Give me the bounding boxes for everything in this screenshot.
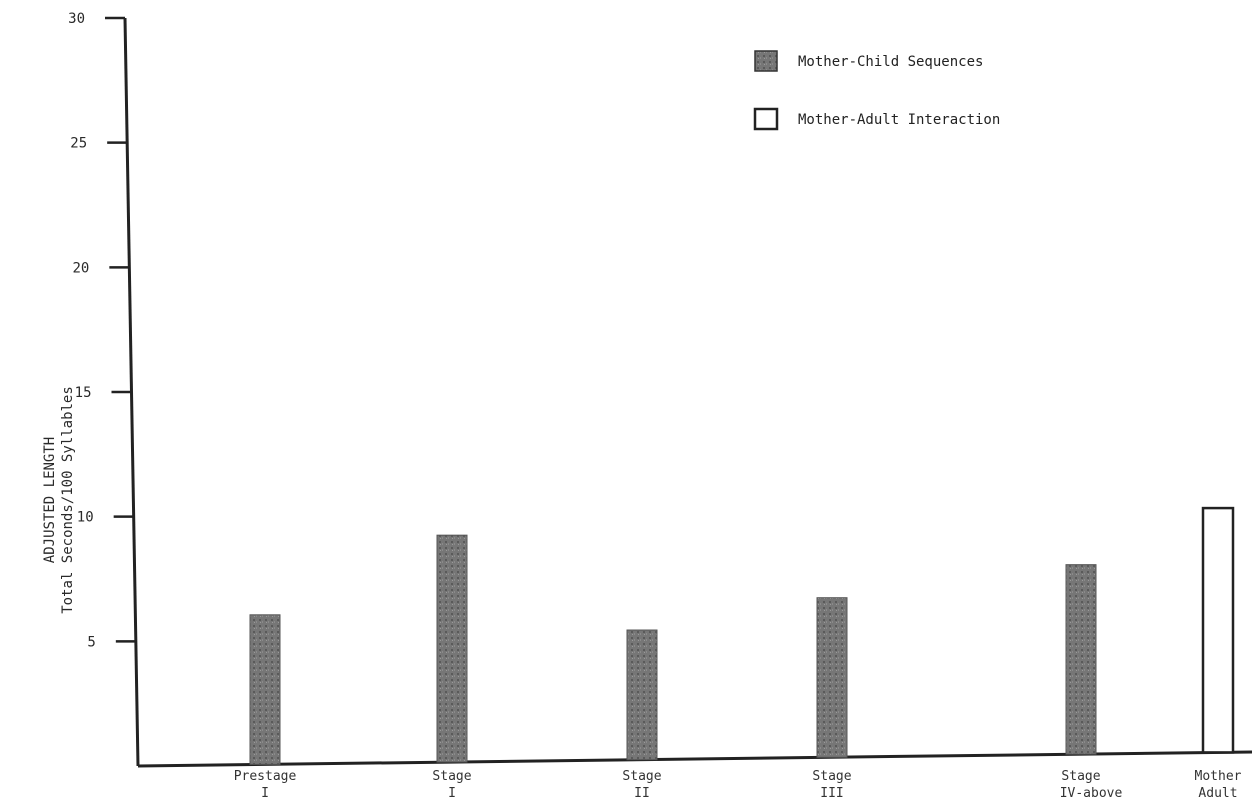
- legend-label-mother-adult: Mother-Adult Interaction: [798, 112, 1000, 128]
- legend-swatch-mother-child: [754, 50, 778, 72]
- y-axis-title-main: ADJUSTED LENGTH: [42, 437, 58, 563]
- y-tick-label: 20: [72, 260, 89, 276]
- legend-swatch-mother-adult: [753, 107, 779, 131]
- x-category-label: Prestage: [234, 769, 297, 784]
- bar-mother-child: [626, 629, 658, 761]
- x-category-sublabel: I: [448, 786, 456, 801]
- y-tick-label: 25: [70, 136, 87, 152]
- x-category-sublabel: II: [634, 786, 650, 801]
- bar-mother-adult: [1201, 506, 1235, 754]
- bar-mother-child: [816, 597, 848, 758]
- legend: Mother-Child Sequences Mother-Adult Inte…: [753, 50, 1000, 131]
- y-tick-label: 30: [68, 11, 85, 27]
- x-category-label: Stage: [622, 769, 661, 784]
- bar-mother-child: [1065, 564, 1097, 755]
- y-tick-label: 5: [87, 634, 95, 650]
- x-labels: Prestage I Stage I Stage II Stage III Stage IV-ab…: [234, 769, 1242, 801]
- x-category-sublabel: I: [261, 786, 269, 801]
- bars: [249, 506, 1235, 765]
- y-axis-title: ADJUSTED LENGTH Total Seconds/100 Syllab…: [42, 386, 76, 614]
- x-category-label: Stage: [1061, 769, 1100, 784]
- x-category-label: Stage: [432, 769, 471, 784]
- y-ticks: 5 10 15 20 25 30: [68, 11, 136, 650]
- x-category-sublabel: III: [820, 786, 843, 801]
- y-tick-label: 10: [77, 510, 94, 526]
- x-category-label: Stage: [812, 769, 851, 784]
- y-axis-title-sub: Total Seconds/100 Syllables: [60, 386, 76, 614]
- bar-mother-child: [436, 534, 468, 763]
- y-tick-label: 15: [75, 385, 92, 401]
- bar-mother-child: [249, 614, 281, 765]
- x-category-sublabel: Adult: [1198, 786, 1237, 801]
- x-category-sublabel: IV-above: [1060, 786, 1123, 801]
- x-category-label: Mother: [1195, 769, 1242, 784]
- legend-label-mother-child: Mother-Child Sequences: [798, 54, 983, 70]
